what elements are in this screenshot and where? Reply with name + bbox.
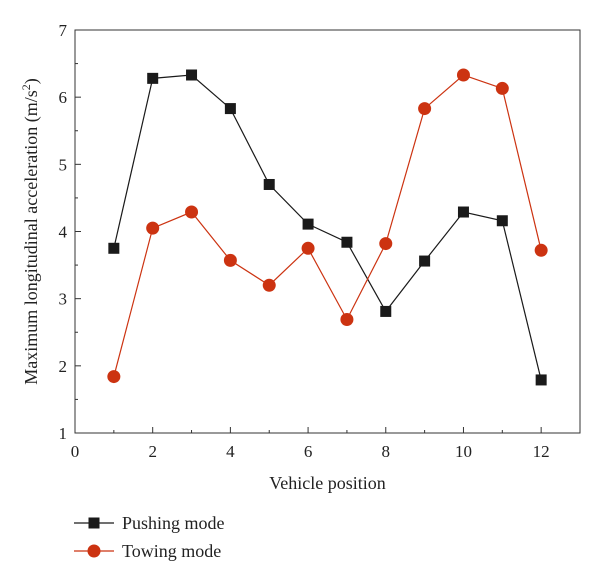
y-tick-label: 3 [59,290,68,309]
x-tick-label: 2 [148,442,157,461]
y-tick-label: 2 [59,357,68,376]
y-tick-label: 5 [59,155,68,174]
x-tick-label: 10 [455,442,472,461]
x-axis-title: Vehicle position [269,473,385,493]
series-line-2 [113,74,542,377]
data-point [419,255,431,267]
x-tick-label: 6 [304,442,313,461]
data-point [146,221,160,235]
legend: Pushing mode Towing mode [74,513,225,561]
data-point [186,69,198,81]
x-tick-label: 8 [382,442,391,461]
data-point [223,253,237,267]
x-tick-label: 0 [71,442,80,461]
data-point [457,206,469,218]
data-point [379,237,393,251]
data-point [224,103,236,115]
data-point [108,242,120,254]
data-point [263,178,275,190]
y-axis-title-end: ) [21,78,42,84]
series-line-1 [113,74,542,381]
y-tick-label: 6 [59,88,68,107]
data-point [340,312,354,326]
data-point [301,241,315,255]
y-tick-label: 1 [59,424,68,443]
y-axis-title: Maximum longitudinal acceleration (m/s2) [19,78,42,384]
y-tick-label: 7 [59,21,68,40]
data-point [535,374,547,386]
data-point [107,370,121,384]
data-point [418,102,432,116]
data-point [380,305,392,317]
data-point [147,72,159,84]
legend-label-1: Pushing mode [122,513,225,533]
data-point [262,278,276,292]
data-point [185,205,199,219]
data-point [456,68,470,82]
y-tick-label: 4 [59,223,68,242]
legend-label-2: Towing mode [122,541,221,561]
legend-marker-2 [87,544,101,558]
x-tick-label: 12 [533,442,550,461]
data-point [534,243,548,257]
x-tick-label: 4 [226,442,235,461]
data-point [495,81,509,95]
legend-marker-1 [88,517,100,529]
data-point [496,215,508,227]
y-axis-title-superscript: 2 [19,84,33,90]
data-point [302,218,314,230]
series-layer [107,68,548,386]
data-point [341,236,353,248]
y-axis-title-main: Maximum longitudinal acceleration (m/s [21,90,42,384]
